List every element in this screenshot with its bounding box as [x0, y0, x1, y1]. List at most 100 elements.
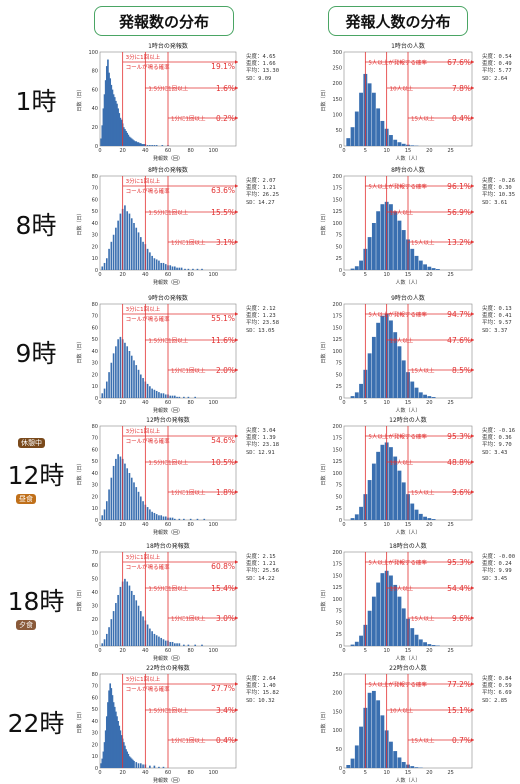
- stats-line: 平均：9.99: [482, 568, 515, 575]
- probability-1: 96.1%: [447, 182, 471, 191]
- y-tick-label: 20: [92, 372, 98, 378]
- histogram-bar: [410, 766, 414, 768]
- histogram-bar: [151, 512, 153, 520]
- x-tick-label: 15: [405, 648, 411, 654]
- histogram-bar: [162, 145, 164, 146]
- x-tick-label: 60: [165, 770, 171, 776]
- histogram-bar: [140, 237, 142, 270]
- histogram-bar: [194, 645, 196, 646]
- histogram-bar: [169, 265, 171, 270]
- histogram-bar: [419, 639, 423, 646]
- histogram-bar: [147, 625, 149, 646]
- histogram-bar: [351, 127, 355, 146]
- stats-line: 平均：26.25: [246, 192, 279, 199]
- y-tick-label: 20: [92, 742, 98, 748]
- histogram-bar: [398, 221, 402, 270]
- x-axis-label: 人数（人）: [395, 407, 420, 414]
- x-tick-label: 80: [187, 400, 193, 406]
- histogram-bar: [174, 396, 176, 398]
- histogram-bar: [194, 397, 196, 398]
- histogram-bar: [427, 396, 431, 398]
- histogram-bar: [129, 586, 131, 646]
- y-tick-label: 40: [92, 106, 98, 112]
- lunch-badge: 昼食: [16, 494, 36, 504]
- probability-2: 1.6%: [216, 84, 235, 93]
- x-tick-label: 20: [426, 648, 432, 654]
- x-tick-label: 0: [342, 522, 345, 528]
- y-tick-label: 70: [92, 314, 98, 320]
- histogram-bar: [106, 501, 108, 520]
- x-tick-label: 20: [119, 522, 125, 528]
- y-tick-label: 10: [92, 630, 98, 636]
- histogram-bar: [156, 514, 158, 520]
- histogram-bar: [355, 514, 359, 520]
- histogram-bar: [111, 363, 113, 398]
- x-tick-label: 25: [447, 400, 453, 406]
- annotation-label-2: 10人以上: [390, 459, 414, 467]
- histogram-bar: [380, 715, 384, 768]
- stats-line: SD：2.64: [482, 76, 512, 83]
- y-tick-label: 175: [332, 186, 342, 192]
- histogram-bar: [165, 516, 167, 520]
- x-axis-label: 発報数（回）: [153, 529, 183, 536]
- y-axis-label: 日数（日）: [320, 86, 327, 111]
- histogram-bar: [124, 343, 126, 398]
- y-tick-label: 50: [92, 459, 98, 465]
- histogram-bar: [380, 445, 384, 520]
- stats-line: 平均：15.82: [246, 690, 279, 697]
- histogram-bar: [359, 261, 363, 270]
- histogram-bar: [142, 378, 144, 398]
- x-axis-label: 発報数（回）: [153, 655, 183, 662]
- arrow-head: [235, 86, 238, 90]
- histogram-bar: [359, 384, 363, 398]
- y-tick-label: 80: [92, 174, 98, 180]
- arrow-head: [471, 682, 474, 686]
- x-tick-label: 20: [119, 770, 125, 776]
- arrow-head: [235, 338, 238, 342]
- histogram-bar: [376, 108, 380, 146]
- probability-1: 19.1%: [211, 62, 235, 71]
- x-tick-label: 25: [447, 522, 453, 528]
- histogram-bar: [151, 389, 153, 398]
- histogram-bar: [380, 316, 384, 398]
- histogram-bar: [113, 235, 115, 270]
- annotation-label-1b: コールが鳴る確率: [126, 63, 171, 71]
- histogram-bar: [197, 519, 199, 520]
- chart-title: 9時台の人数: [391, 294, 425, 302]
- histogram-bar: [415, 510, 419, 520]
- histogram-bar: [133, 360, 135, 398]
- histogram-bar: [120, 337, 122, 398]
- histogram-bar: [115, 603, 117, 646]
- probability-2: 7.8%: [452, 84, 471, 93]
- x-tick-label: 5: [364, 272, 367, 278]
- x-axis-label: 発報数（回）: [153, 407, 183, 414]
- histogram-bar: [156, 635, 158, 646]
- histogram-bar: [183, 397, 185, 398]
- histogram-bar: [140, 763, 142, 768]
- x-tick-label: 40: [142, 400, 148, 406]
- probability-1: 60.8%: [211, 562, 235, 571]
- probability-2: 48.8%: [447, 458, 471, 467]
- histogram-bar: [432, 519, 436, 520]
- x-tick-label: 60: [165, 522, 171, 528]
- x-tick-label: 15: [405, 770, 411, 776]
- histogram-bar: [372, 223, 376, 270]
- x-tick-label: 40: [142, 648, 148, 654]
- histogram-bar: [151, 145, 153, 146]
- x-tick-label: 0: [342, 148, 345, 154]
- y-tick-label: 200: [332, 550, 342, 556]
- histogram-bar: [156, 259, 158, 270]
- histogram-bar: [106, 382, 108, 398]
- y-tick-label: 80: [92, 69, 98, 75]
- histogram-bar: [368, 480, 372, 520]
- y-tick-label: 150: [332, 97, 342, 103]
- histogram-bar: [154, 766, 156, 768]
- histogram-bar: [154, 390, 156, 398]
- arrow-head: [235, 560, 238, 564]
